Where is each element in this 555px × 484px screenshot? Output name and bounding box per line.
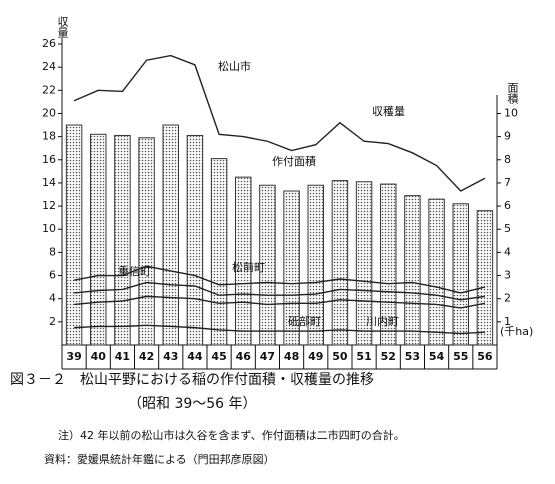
series-label: 砥部町	[288, 314, 321, 328]
chart-title: 図３－２ 松山平野における稲の作付面積・収穫量の推移	[10, 372, 374, 388]
y2-axis-label: 面積	[506, 82, 519, 105]
line	[73, 265, 486, 294]
x-tick-label: 54	[429, 350, 445, 363]
chart-subtitle: （昭和 39～56 年）	[128, 396, 257, 412]
y2-tick-label: 2	[504, 292, 511, 305]
y2-tick-label: 5	[504, 222, 511, 235]
x-tick-label: 45	[211, 350, 226, 363]
y-tick-label: 4	[49, 292, 56, 305]
series-label: 松山市	[218, 59, 251, 73]
y2-tick-label: 9	[504, 130, 511, 143]
x-tick-label: 47	[260, 350, 275, 363]
y-tick-label: 22	[42, 83, 56, 96]
y-tick-label: 10	[42, 222, 56, 235]
x-tick-label: 52	[381, 350, 396, 363]
y2-tick-label: 4	[504, 245, 511, 258]
line	[74, 295, 486, 309]
x-tick-label: 42	[139, 350, 154, 363]
x-tick-label: 56	[477, 350, 493, 363]
y-tick-label: 12	[42, 199, 56, 212]
y2-tick-label: 6	[504, 199, 511, 212]
bar	[404, 195, 421, 346]
x-tick-label: 46	[236, 350, 252, 363]
bar	[65, 124, 83, 346]
note: 資料：愛媛県統計年鑑による（門田邦彦原図）	[44, 452, 275, 466]
bar	[90, 133, 107, 346]
x-tick-label: 44	[187, 350, 203, 363]
y-tick-label: 14	[42, 176, 56, 189]
bar	[283, 190, 300, 346]
x-tick-label: 51	[356, 350, 371, 363]
x-tick-label: 49	[308, 350, 323, 363]
bar	[162, 124, 179, 346]
note: 注）42 年以前の松山市は久谷を含まず、作付面積は二市四町の合計。	[58, 428, 405, 442]
x-tick-label: 39	[66, 350, 81, 363]
y-tick-label: 16	[42, 153, 56, 166]
bar	[355, 181, 373, 346]
x-tick-label: 53	[405, 350, 420, 363]
y-tick-label: 8	[49, 245, 56, 258]
y-tick-label: 24	[42, 60, 56, 73]
series-label: 松前町	[232, 260, 265, 274]
y2-tick-label: 1	[504, 315, 511, 328]
y-tick-label: 20	[42, 106, 56, 119]
bar	[428, 198, 445, 346]
bar	[114, 134, 131, 346]
y-axis-label: 収量	[56, 16, 69, 38]
bar	[476, 210, 494, 346]
y-tick-label: 2	[49, 315, 56, 328]
bar	[452, 203, 469, 346]
line	[74, 281, 486, 301]
series-label: 重信町	[118, 264, 151, 278]
series-label: 作付面積	[272, 154, 316, 168]
bar	[307, 184, 324, 346]
y2-tick-label: 10	[504, 106, 518, 119]
x-tick-label: 43	[163, 350, 178, 363]
line	[74, 324, 485, 335]
series-label: 川内町	[366, 314, 399, 328]
y-tick-label: 26	[42, 37, 56, 50]
y2-unit: (千ha)	[500, 325, 533, 338]
x-tick-label: 48	[284, 350, 299, 363]
bar	[380, 183, 397, 346]
y2-tick-label: 8	[504, 153, 511, 166]
y-tick-label: 18	[42, 130, 56, 143]
bar	[210, 158, 228, 346]
y-tick-label: 6	[49, 269, 56, 282]
bar	[259, 184, 276, 346]
bar	[186, 134, 204, 346]
y2-tick-label: 7	[504, 176, 511, 189]
y2-tick-label: 3	[504, 269, 511, 282]
line	[73, 54, 486, 192]
x-tick-label: 55	[453, 350, 468, 363]
annotation: 収穫量	[372, 105, 405, 118]
x-tick-label: 40	[91, 350, 107, 363]
x-tick-label: 41	[115, 350, 130, 363]
bar	[138, 137, 155, 346]
x-tick-label: 50	[332, 350, 348, 363]
bar	[331, 180, 349, 346]
